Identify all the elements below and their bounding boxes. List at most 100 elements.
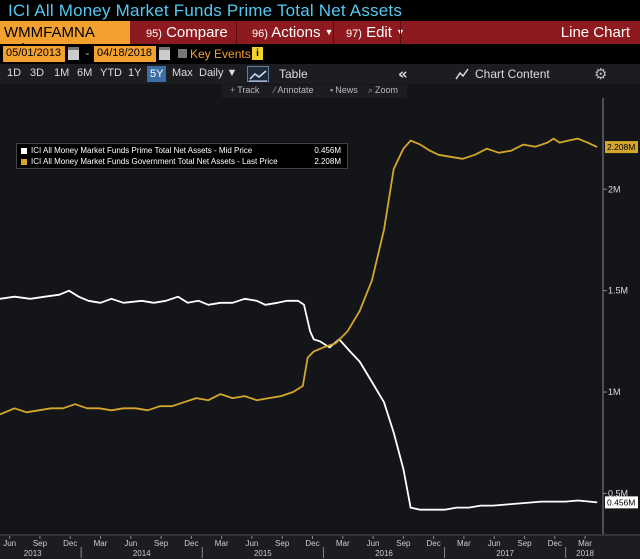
x-month-label: Dec <box>63 539 77 548</box>
divider <box>333 21 334 44</box>
ticker-input[interactable]: WMMFAMNA Index <box>0 21 130 58</box>
y-tick-label: 1M <box>608 387 621 397</box>
annotate-tool[interactable]: ⁄ Annotate <box>274 85 314 95</box>
x-month-label: Jun <box>367 539 380 548</box>
last-value-label-1: 2.208M <box>607 142 635 152</box>
key-events-checkbox[interactable] <box>178 49 187 58</box>
range-max[interactable]: Max <box>172 67 193 79</box>
series-line-1[interactable] <box>0 137 598 416</box>
last-value-badge-1 <box>605 141 638 154</box>
zoom-label: Zoom <box>375 85 399 95</box>
start-date-input[interactable]: 05/01/2013 <box>3 46 65 62</box>
window-title: ICI All Money Market Funds Prime Total N… <box>8 1 403 20</box>
chart-legend: ICI All Money Market Funds Prime Total N… <box>16 143 348 169</box>
track-label: Track <box>237 85 260 95</box>
x-month-label: Jun <box>3 539 16 548</box>
range-1d[interactable]: 1D <box>7 67 22 79</box>
collapse-left-icon[interactable]: « <box>398 65 408 83</box>
compare-number: 95) <box>146 28 162 40</box>
range-ytd[interactable]: YTD <box>100 67 122 79</box>
x-month-label: Dec <box>427 539 441 548</box>
gear-icon[interactable]: ⚙ <box>594 65 608 83</box>
legend-row-government[interactable]: ICI All Money Market Funds Government To… <box>21 157 343 168</box>
x-month-label: Sep <box>33 539 48 548</box>
zoom-tool[interactable]: ⌕ Zoom <box>368 85 398 96</box>
x-month-label: Mar <box>94 539 108 548</box>
x-month-label: Dec <box>305 539 319 548</box>
line-chart-toggle[interactable] <box>247 66 269 82</box>
news-icon: ▪ <box>330 85 334 95</box>
line-chart-icon <box>249 70 267 82</box>
chart-content-icon <box>455 68 469 80</box>
range-bar: 1D 3D 1M 6M YTD 1Y 5Y Max Daily ▼ Table … <box>0 64 640 84</box>
edit-button[interactable]: 97) Edit▼ <box>346 21 405 44</box>
crosshair-icon: + <box>230 85 236 95</box>
divider <box>236 21 237 44</box>
actions-number: 96) <box>252 28 268 40</box>
calendar-icon[interactable] <box>68 47 79 60</box>
chevron-down-icon: ▼ <box>324 27 334 37</box>
x-month-label: Sep <box>396 539 411 548</box>
range-6m[interactable]: 6M <box>77 67 93 79</box>
range-1y[interactable]: 1Y <box>128 67 142 79</box>
plot-area <box>0 98 602 534</box>
news-tool[interactable]: ▪ News <box>330 85 358 95</box>
legend-name-prime: ICI All Money Market Funds Prime Total N… <box>31 146 253 155</box>
x-month-label: Mar <box>578 539 592 548</box>
info-icon[interactable]: i <box>252 47 263 60</box>
date-separator: - <box>84 47 91 60</box>
compare-button[interactable]: 95) Compare <box>146 21 228 44</box>
dropdown-arrow-icon: ▼ <box>226 67 238 79</box>
x-month-label: Sep <box>517 539 532 548</box>
x-year-label: 2016 <box>375 549 393 558</box>
x-month-label: Sep <box>154 539 169 548</box>
x-month-label: Dec <box>548 539 562 548</box>
range-1m[interactable]: 1M <box>54 67 70 79</box>
divider <box>400 21 401 44</box>
actions-label: Actions <box>271 24 321 41</box>
x-year-label: 2014 <box>133 549 151 558</box>
frequency-select[interactable]: Daily ▼ <box>199 67 237 79</box>
x-month-label: Jun <box>124 539 137 548</box>
legend-swatch-prime <box>21 148 27 154</box>
window-title-bar: ICI All Money Market Funds Prime Total N… <box>0 0 640 21</box>
legend-name-government: ICI All Money Market Funds Government To… <box>31 157 278 166</box>
x-year-label: 2018 <box>576 549 594 558</box>
legend-row-prime[interactable]: ICI All Money Market Funds Prime Total N… <box>21 146 343 157</box>
calendar-icon[interactable] <box>159 47 170 60</box>
y-tick-label: 2M <box>608 184 621 194</box>
legend-value-prime: 0.456M <box>314 146 341 155</box>
last-value-badge-0 <box>605 496 638 509</box>
range-5y[interactable]: 5Y <box>147 66 167 82</box>
edit-label: Edit <box>366 24 392 41</box>
x-month-label: Mar <box>215 539 229 548</box>
last-value-label-0: 0.456M <box>607 497 635 507</box>
annotate-label: Annotate <box>277 85 314 95</box>
chart-type-label[interactable]: Line Chart <box>560 24 630 41</box>
actions-button[interactable]: 96) Actions ▼ <box>252 21 333 44</box>
y-tick-label: 0.5M <box>608 488 628 498</box>
x-month-label: Mar <box>336 539 350 548</box>
x-year-label: 2013 <box>24 549 42 558</box>
x-year-label: 2017 <box>496 549 514 558</box>
magnifier-icon: ⌕ <box>368 85 374 95</box>
table-toggle[interactable]: Table <box>279 67 308 81</box>
track-tool[interactable]: + Track <box>230 85 259 95</box>
pencil-icon: ⁄ <box>274 85 276 95</box>
frequency-label: Daily <box>199 67 224 79</box>
legend-swatch-government <box>21 159 27 165</box>
x-month-label: Sep <box>275 539 290 548</box>
news-label: News <box>335 85 358 95</box>
y-tick-label: 1.5M <box>608 286 628 296</box>
x-month-label: Dec <box>184 539 198 548</box>
legend-value-government: 2.208M <box>314 157 341 166</box>
key-events-label: Key Events <box>190 47 251 61</box>
edit-number: 97) <box>346 28 362 40</box>
x-month-label: Jun <box>245 539 258 548</box>
date-range-row: 05/01/2013 - 04/18/2018 Key Events i <box>0 44 640 64</box>
series-line-0[interactable] <box>0 289 598 511</box>
end-date-input[interactable]: 04/18/2018 <box>94 46 156 62</box>
chart-toolbar: + Track ⁄ Annotate ▪ News ⌕ Zoom <box>222 85 407 98</box>
x-axis-band <box>0 536 640 559</box>
range-3d[interactable]: 3D <box>30 67 45 79</box>
